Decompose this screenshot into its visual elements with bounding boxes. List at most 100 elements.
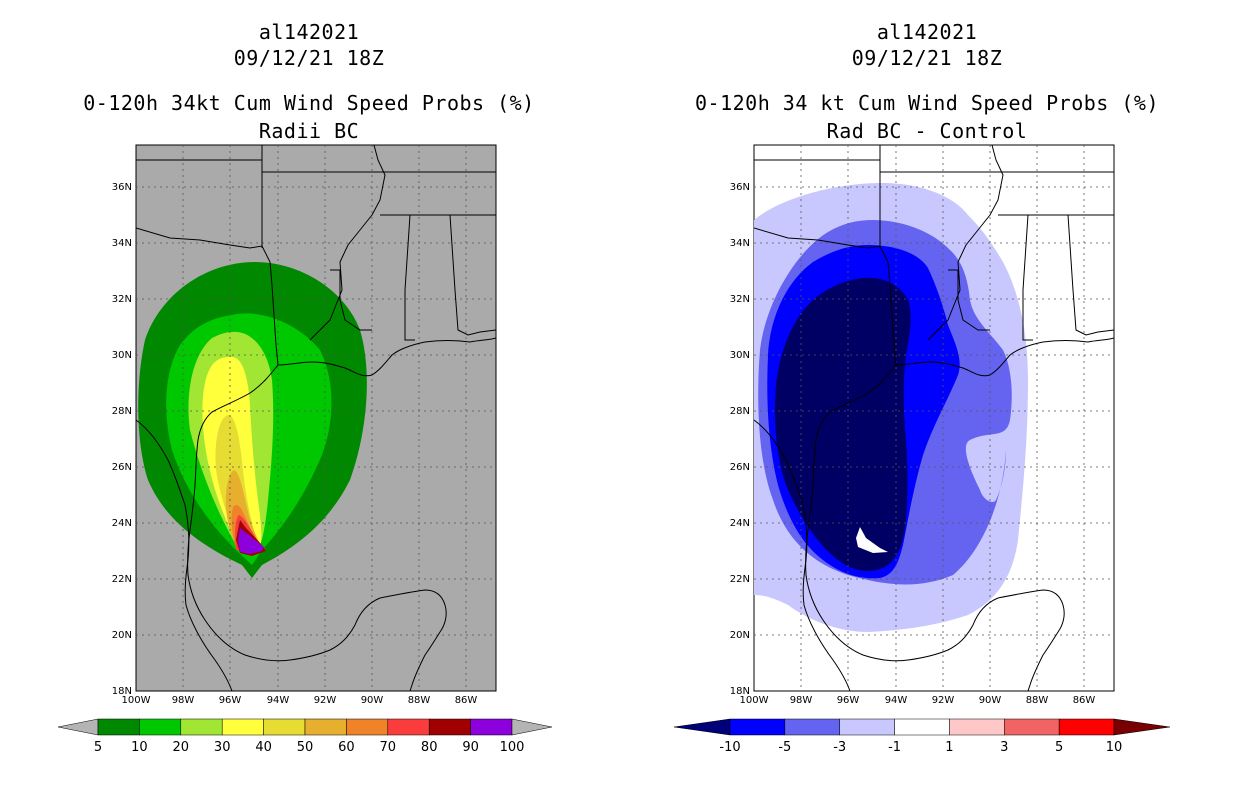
colorbar-swatch <box>97 718 140 736</box>
lat-label: 26N <box>112 462 132 473</box>
colorbar-swatch <box>894 718 950 736</box>
colorbar-label: 80 <box>421 740 438 755</box>
colorbar-label: 20 <box>173 740 190 755</box>
right-map-svg: 18N 20N 22N 24N 26N 28N 30N 32N 34N 36N … <box>673 144 1171 755</box>
lat-label: 24N <box>112 518 132 529</box>
colorbar-over-arrow <box>511 718 553 736</box>
difference-colorbar: -10 -5 -3 -1 1 3 5 10 <box>673 718 1171 755</box>
probability-contours <box>138 262 367 578</box>
colorbar-swatch <box>221 718 264 736</box>
lon-label: 96W <box>219 695 242 706</box>
colorbar-label: 70 <box>380 740 397 755</box>
lon-label: 98W <box>790 695 813 706</box>
lon-tick-labels: 100W 98W 96W 94W 92W 90W 88W 86W <box>740 695 1096 706</box>
colorbar-label: 100 <box>500 740 525 755</box>
colorbar-swatch <box>180 718 223 736</box>
lon-label: 94W <box>885 695 908 706</box>
colorbar-label: -10 <box>719 740 740 755</box>
lat-label: 24N <box>730 518 750 529</box>
colorbar-label: 5 <box>1055 740 1063 755</box>
colorbar-label: 10 <box>1106 740 1123 755</box>
coastlines <box>754 145 1114 691</box>
datetime-title: 09/12/21 18Z <box>233 46 385 70</box>
colorbar-swatch <box>839 718 895 736</box>
colorbar-label: -5 <box>778 740 791 755</box>
colorbar-label: -1 <box>888 740 901 755</box>
product-title: 0-120h 34 kt Cum Wind Speed Probs (%) <box>694 91 1160 115</box>
lat-label: 34N <box>730 238 750 249</box>
lat-label: 34N <box>112 238 132 249</box>
lon-label: 92W <box>932 695 955 706</box>
lat-label: 18N <box>112 686 132 697</box>
lon-label: 100W <box>122 695 151 706</box>
lon-label: 96W <box>837 695 860 706</box>
colorbar-swatch <box>139 718 182 736</box>
lon-label: 88W <box>408 695 431 706</box>
lat-label: 32N <box>730 294 750 305</box>
product-subtitle: Radii BC <box>258 119 360 143</box>
colorbar-label: 30 <box>214 740 231 755</box>
colorbar-swatch <box>1058 718 1115 736</box>
colorbar-swatch <box>304 718 347 736</box>
lon-label: 94W <box>267 695 290 706</box>
colorbar-swatch <box>784 718 840 736</box>
lon-label: 90W <box>979 695 1002 706</box>
left-map-svg: 18N 20N 22N 24N 26N 28N 30N 32N 34N 36N … <box>57 144 553 755</box>
lat-tick-labels: 18N 20N 22N 24N 26N 28N 30N 32N 34N 36N <box>730 182 750 697</box>
colorbar-swatch <box>949 718 1005 736</box>
lat-label: 20N <box>730 630 750 641</box>
lat-label: 22N <box>112 574 132 585</box>
lon-label: 86W <box>1073 695 1096 706</box>
lon-label: 88W <box>1026 695 1049 706</box>
storm-id-title: al142021 <box>258 20 360 44</box>
datetime-title: 09/12/21 18Z <box>851 46 1003 70</box>
right-panel: al142021 09/12/21 18Z 0-120h 34 kt Cum W… <box>618 0 1236 800</box>
contour-near-zero <box>856 527 888 553</box>
lon-tick-labels: 100W 98W 96W 94W 92W 90W 88W 86W <box>122 695 478 706</box>
lon-label: 90W <box>361 695 384 706</box>
colorbar-swatch <box>1004 718 1060 736</box>
lat-label: 26N <box>730 462 750 473</box>
lat-label: 36N <box>730 182 750 193</box>
colorbar-label: 10 <box>131 740 148 755</box>
lon-label: 86W <box>455 695 478 706</box>
colorbar-swatch <box>346 718 389 736</box>
colorbar-under-arrow <box>673 718 731 736</box>
lon-label: 100W <box>740 695 769 706</box>
colorbar-label: -3 <box>833 740 846 755</box>
colorbar-under-arrow <box>57 718 99 736</box>
lon-label: 98W <box>172 695 195 706</box>
contour-90 <box>238 528 264 554</box>
left-panel: al142021 09/12/21 18Z 0-120h 34kt Cum Wi… <box>57 20 553 755</box>
colorbar-swatch <box>470 718 513 736</box>
contour-minus10 <box>774 277 911 572</box>
lat-label: 28N <box>112 406 132 417</box>
lat-label: 22N <box>730 574 750 585</box>
colorbar-swatch <box>387 718 430 736</box>
lat-label: 32N <box>112 294 132 305</box>
lat-label: 18N <box>730 686 750 697</box>
storm-id-title: al142021 <box>876 20 978 44</box>
probability-colorbar: 5 10 20 30 40 50 60 70 80 90 100 <box>57 718 553 755</box>
lat-label: 28N <box>730 406 750 417</box>
product-subtitle: Rad BC - Control <box>826 119 1028 143</box>
difference-contours <box>754 182 1028 632</box>
colorbar-label: 3 <box>1000 740 1008 755</box>
colorbar-swatch <box>263 718 306 736</box>
colorbar-label: 5 <box>94 740 102 755</box>
lon-label: 92W <box>314 695 337 706</box>
lat-tick-labels: 18N 20N 22N 24N 26N 28N 30N 32N 34N 36N <box>112 182 132 697</box>
colorbar-over-arrow <box>1113 718 1171 736</box>
colorbar-label: 90 <box>462 740 479 755</box>
lat-label: 30N <box>112 350 132 361</box>
map-grid <box>136 145 496 691</box>
colorbar-label: 1 <box>945 740 953 755</box>
coastlines <box>136 145 496 691</box>
colorbar-label: 60 <box>338 740 355 755</box>
colorbar-swatch <box>729 718 786 736</box>
map-grid <box>754 145 1114 691</box>
lat-label: 20N <box>112 630 132 641</box>
colorbar-label: 50 <box>297 740 314 755</box>
product-title: 0-120h 34kt Cum Wind Speed Probs (%) <box>83 91 535 115</box>
colorbar-swatch <box>428 718 471 736</box>
